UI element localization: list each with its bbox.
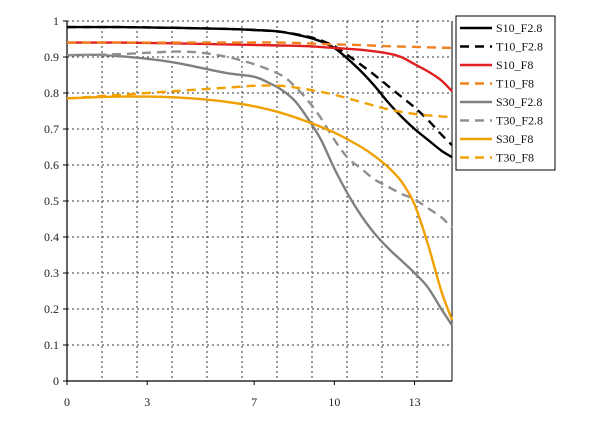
y-tick-label-0: 0: [53, 374, 59, 388]
y-tick-labels: 0 0.1 0.2 0.3 0.4 0.5 0.6 0.7 0.8 0.9 1: [44, 14, 59, 388]
legend-label-t30-f8: T30_F8: [496, 151, 534, 165]
y-tick-label-10: 1: [53, 14, 59, 28]
x-tick-labels: 0 3 7 10 13: [64, 395, 421, 409]
y-tick-label-1: 0.1: [44, 338, 59, 352]
y-tick-label-8: 0.8: [44, 86, 59, 100]
y-tick-label-6: 0.6: [44, 158, 59, 172]
legend-label-s10-f8: S10_F8: [496, 58, 533, 72]
grid-lines: [67, 20, 452, 381]
legend-label-t30-f2-8: T30_F2.8: [496, 114, 543, 128]
y-tick-label-7: 0.7: [44, 122, 59, 136]
y-tick-label-4: 0.4: [44, 230, 59, 244]
y-tick-label-3: 0.3: [44, 266, 59, 280]
legend-label-s30-f2-8: S30_F2.8: [496, 95, 542, 109]
y-tick-label-5: 0.5: [44, 194, 59, 208]
series-line-s30-f2-8: [66, 53, 453, 326]
series-line-t30-f8: [66, 84, 453, 119]
legend-label-s10-f2-8: S10_F2.8: [496, 21, 542, 35]
legend-label-t10-f2-8: T10_F2.8: [496, 40, 543, 54]
legend-label-t10-f8: T10_F8: [496, 77, 534, 91]
x-tick-label-1: 3: [144, 395, 150, 409]
x-tick-label-4: 13: [409, 395, 421, 409]
series-line-t10-f8: [67, 41, 453, 50]
series-line-s30-f8: [66, 95, 454, 321]
series-lines: [66, 25, 454, 326]
legend-box: [455, 15, 556, 171]
y-tick-label-9: 0.9: [44, 50, 59, 64]
y-tick-label-2: 0.2: [44, 302, 59, 316]
legend-label-s30-f8: S30_F8: [496, 132, 533, 146]
x-tick-label-2: 7: [251, 395, 257, 409]
legend: S10_F2.8 T10_F2.8 S10_F8 T10_F8 S30_F2.8 T30_…: [455, 15, 556, 171]
x-tick-label-0: 0: [64, 395, 70, 409]
axes: [63, 20, 453, 385]
x-tick-label-3: 10: [328, 395, 340, 409]
series-line-t10-f2-8: [66, 25, 453, 147]
